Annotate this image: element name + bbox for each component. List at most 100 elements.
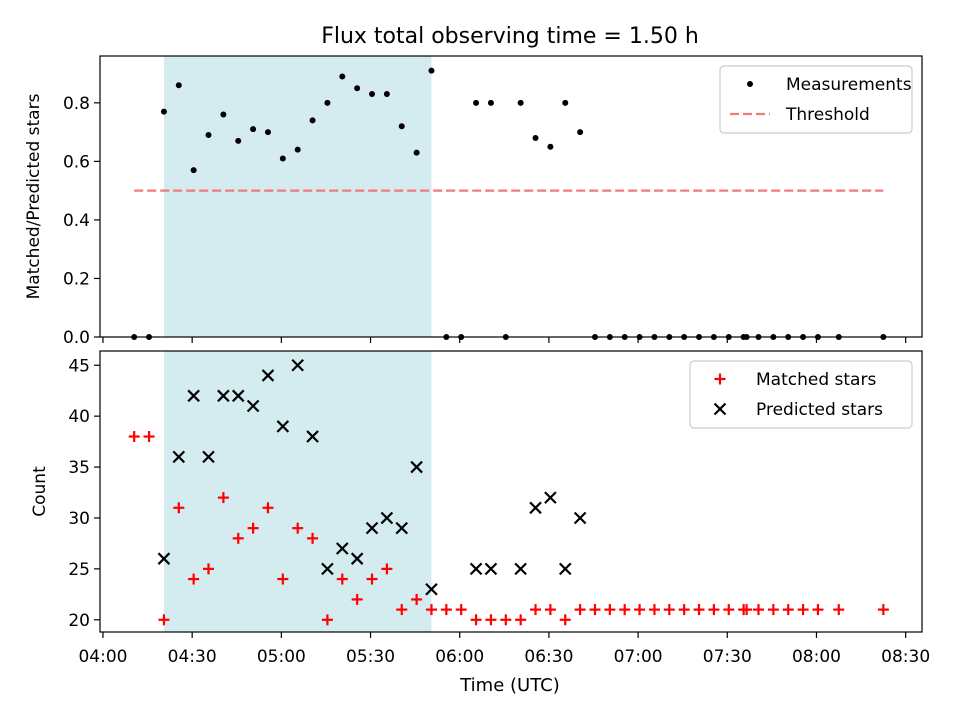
data-point-b (187, 389, 200, 403)
data-point (203, 563, 215, 575)
data-point (589, 604, 601, 616)
data-point (752, 604, 764, 616)
data-point (532, 134, 539, 141)
observing-span-highlight (163, 351, 432, 632)
data-point (558, 562, 572, 576)
data-point-b (514, 562, 527, 576)
data-point-b (157, 552, 171, 565)
data-point-b (321, 562, 334, 576)
data-point (562, 99, 569, 106)
ratio-panel: 0.0 0.2 0.4 0.6 0.8 Matched/Predicted stars Me… (24, 55, 923, 348)
x-tick-label: 08:00 (792, 647, 841, 667)
data-point (294, 146, 301, 153)
data-point (782, 604, 794, 616)
y-tick-label: 20 (68, 611, 90, 631)
data-point (339, 73, 346, 80)
x-tick-label: 04:30 (168, 647, 217, 667)
data-point (235, 137, 242, 144)
x-tick-label: 06:00 (435, 647, 484, 667)
data-point (723, 604, 735, 616)
legend-marker (713, 402, 727, 416)
data-point (577, 129, 584, 136)
data-point (741, 604, 753, 616)
data-point (264, 129, 271, 136)
data-point (634, 604, 646, 616)
data-point (425, 604, 437, 616)
data-point (321, 614, 333, 626)
data-point (250, 126, 257, 133)
x-tick-label: 04:00 (78, 647, 127, 667)
y-tick-label: 0.6 (63, 152, 90, 172)
data-point (354, 85, 361, 92)
data-point (336, 542, 349, 555)
legend-marker (747, 81, 753, 87)
y-tick-label: 0.4 (63, 211, 90, 231)
data-point (262, 502, 274, 514)
data-point (175, 82, 182, 89)
legend-box (719, 65, 913, 134)
data-point (544, 604, 556, 616)
axes-frame (99, 350, 923, 633)
y-tick-label: 45 (68, 356, 90, 376)
data-point (797, 604, 809, 616)
y-axis-label: Matched/Predicted stars (24, 93, 44, 299)
data-point (767, 604, 779, 616)
y-tick-label: 25 (68, 560, 90, 580)
legend: Measurements Threshold (719, 65, 913, 134)
data-point-b (350, 552, 364, 565)
data-point (693, 604, 705, 616)
data-point (428, 67, 435, 74)
data-point (279, 155, 286, 162)
data-point-b (217, 389, 230, 403)
legend-label: Matched stars (756, 370, 876, 390)
data-point (559, 614, 571, 626)
data-point-b (529, 501, 542, 515)
data-point (440, 604, 452, 616)
data-point-b (276, 420, 290, 433)
data-point (678, 604, 690, 616)
data-point (350, 552, 364, 565)
y-axis-label: Count (30, 466, 50, 517)
data-point (336, 573, 348, 585)
legend-label: Threshold (785, 105, 870, 125)
data-point (708, 604, 720, 616)
data-point-b (246, 399, 260, 413)
data-point (307, 532, 319, 544)
data-point (544, 491, 557, 504)
data-point (383, 91, 390, 98)
data-point (877, 604, 889, 616)
data-point-b (291, 358, 304, 372)
data-point (619, 604, 631, 616)
data-point-b (425, 582, 438, 596)
data-point (517, 99, 524, 106)
y-tick-label: 30 (68, 509, 90, 529)
data-point (143, 431, 155, 443)
data-point-b (365, 521, 379, 535)
data-point (365, 521, 379, 535)
data-point (487, 99, 494, 106)
data-point (411, 593, 423, 605)
data-point-b (484, 562, 498, 576)
data-point (246, 399, 260, 413)
data-point (261, 369, 275, 382)
data-point (396, 604, 408, 616)
x-tick-label: 06:30 (524, 647, 573, 667)
data-point-b (306, 430, 319, 443)
data-point-b (558, 562, 572, 576)
data-point (380, 511, 394, 525)
data-point-b (336, 542, 349, 555)
data-point (395, 521, 409, 535)
data-point (309, 117, 316, 124)
x-tick-label: 07:00 (614, 647, 663, 667)
data-point (485, 614, 497, 626)
legend-marker (714, 373, 726, 385)
data-point-b (573, 511, 587, 525)
x-tick-label: 07:30 (703, 647, 752, 667)
data-point (351, 593, 363, 605)
axes-frame (99, 55, 923, 338)
data-point (172, 450, 186, 464)
data-point (500, 614, 512, 626)
x-tick-label: 08:30 (881, 647, 930, 667)
series-matched-stars (128, 431, 889, 626)
data-point (574, 604, 586, 616)
